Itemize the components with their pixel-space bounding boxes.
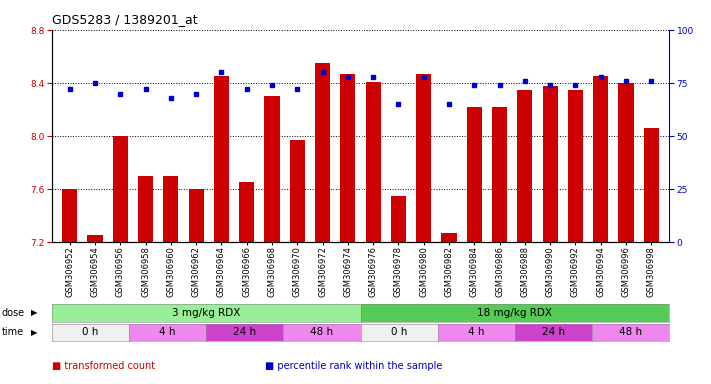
Text: 4 h: 4 h: [159, 327, 176, 337]
Text: 0 h: 0 h: [82, 327, 99, 337]
Text: dose: dose: [1, 308, 25, 318]
Text: ▶: ▶: [31, 308, 38, 317]
Text: 3 mg/kg RDX: 3 mg/kg RDX: [172, 308, 240, 318]
Bar: [568, 89, 583, 242]
Bar: [112, 136, 128, 242]
Bar: [138, 176, 153, 242]
Bar: [593, 76, 609, 242]
Bar: [416, 74, 432, 242]
Bar: [264, 96, 279, 242]
Bar: [542, 86, 557, 242]
Bar: [341, 74, 356, 242]
Bar: [62, 189, 77, 242]
Text: ■ transformed count: ■ transformed count: [52, 361, 155, 371]
Bar: [164, 176, 178, 242]
Bar: [643, 128, 659, 242]
Text: 24 h: 24 h: [542, 327, 565, 337]
Text: time: time: [1, 327, 23, 337]
Bar: [214, 76, 229, 242]
Bar: [442, 233, 456, 242]
Bar: [289, 140, 305, 242]
Bar: [87, 235, 102, 242]
Text: 48 h: 48 h: [619, 327, 642, 337]
Bar: [466, 107, 482, 242]
Text: GDS5283 / 1389201_at: GDS5283 / 1389201_at: [52, 13, 198, 26]
Bar: [518, 89, 533, 242]
Text: ▶: ▶: [31, 328, 38, 337]
Bar: [239, 182, 255, 242]
Bar: [365, 82, 380, 242]
Bar: [188, 189, 204, 242]
Text: ■ percentile rank within the sample: ■ percentile rank within the sample: [265, 361, 443, 371]
Text: 4 h: 4 h: [468, 327, 484, 337]
Bar: [315, 63, 330, 242]
Text: 18 mg/kg RDX: 18 mg/kg RDX: [477, 308, 552, 318]
Bar: [619, 83, 634, 242]
Text: 24 h: 24 h: [233, 327, 257, 337]
Bar: [391, 195, 406, 242]
Text: 0 h: 0 h: [391, 327, 407, 337]
Text: 48 h: 48 h: [311, 327, 333, 337]
Bar: [492, 107, 507, 242]
